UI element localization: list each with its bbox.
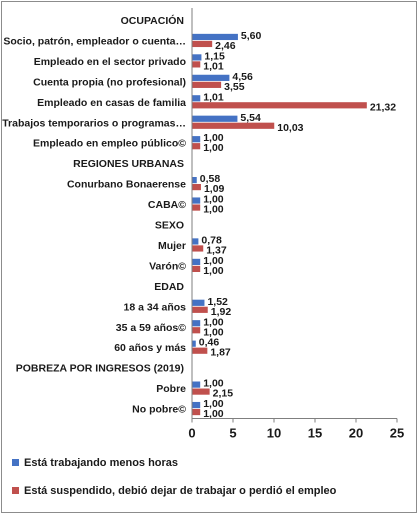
- data-label-series-1: 1,00: [203, 255, 224, 267]
- x-tick-label: 20: [349, 426, 363, 441]
- bar-series-1: [192, 299, 205, 306]
- bar-series-2: [192, 204, 201, 211]
- bar-series-1: [192, 320, 201, 327]
- category-label: 18 a 34 años: [124, 301, 187, 313]
- section-label: POBREZA POR INGRESOS (2019): [16, 363, 184, 375]
- category-label: Cuenta propia (no profesional): [33, 76, 186, 88]
- data-label-series-2: 21,32: [370, 101, 396, 113]
- category-label: Socio, patrón, empleador o cuenta…: [3, 35, 186, 47]
- data-label-series-2: 1,00: [203, 204, 224, 216]
- data-label-series-2: 1,01: [203, 60, 224, 72]
- x-tick-label: 25: [390, 426, 404, 441]
- bar-series-1: [192, 54, 202, 61]
- data-label-series-1: 5,54: [240, 112, 261, 124]
- category-label: CABA©: [148, 199, 186, 211]
- bar-series-1: [192, 381, 201, 388]
- data-label-series-1: 1,00: [203, 194, 224, 206]
- data-label-series-2: 1,00: [203, 326, 224, 338]
- section-label: SEXO: [155, 220, 184, 232]
- data-label-series-1: 0,46: [199, 337, 220, 349]
- x-tick-label: 0: [188, 426, 195, 441]
- data-label-series-2: 1,09: [204, 183, 225, 195]
- data-label-series-1: 1,00: [203, 378, 224, 390]
- bar-series-2: [192, 143, 201, 150]
- bar-series-2: [192, 81, 222, 88]
- bar-series-2: [192, 265, 201, 272]
- data-label-series-2: 1,00: [203, 408, 224, 420]
- bar-series-1: [192, 238, 199, 245]
- section-label: REGIONES URBANAS: [73, 158, 184, 170]
- bar-series-1: [192, 401, 201, 409]
- bar-series-2: [192, 40, 213, 48]
- bar-series-1: [192, 136, 201, 143]
- category-label: Empleado en casas de familia: [37, 97, 186, 109]
- bar-series-1: [192, 74, 230, 81]
- legend-label: Está trabajando menos horas: [24, 457, 178, 469]
- data-label-series-1: 0,78: [201, 234, 222, 246]
- bar-series-2: [192, 306, 208, 313]
- data-label-series-2: 1,37: [206, 244, 227, 256]
- data-label-series-1: 4,56: [232, 71, 253, 83]
- bar-series-1: [192, 197, 201, 204]
- bar-series-1: [192, 258, 201, 265]
- data-label-series-2: 2,46: [215, 40, 236, 52]
- data-label-series-1: 1,00: [203, 132, 224, 144]
- data-label-series-2: 1,00: [203, 142, 224, 154]
- x-tick-label: 10: [267, 426, 281, 441]
- data-label-series-2: 3,55: [224, 81, 245, 93]
- data-label-series-2: 2,15: [213, 388, 234, 400]
- data-label-series-2: 1,87: [210, 347, 231, 359]
- bar-series-1: [192, 33, 238, 41]
- bar-series-2: [192, 245, 204, 252]
- data-label-series-1: 1,00: [203, 398, 224, 410]
- bar-series-2: [192, 347, 208, 354]
- section-label: OCUPACIÓN: [121, 14, 184, 27]
- category-label: Pobre: [156, 383, 186, 395]
- bar-series-2: [192, 408, 201, 416]
- category-label: Conurbano Bonaerense: [67, 179, 186, 191]
- category-label: Empleado en el sector privado: [34, 56, 186, 68]
- category-label: Varón©: [149, 260, 186, 272]
- bar-series-1: [192, 177, 197, 184]
- bar-series-2: [192, 184, 201, 191]
- bar-series-2: [192, 102, 367, 109]
- data-label-series-1: 0,58: [200, 173, 221, 185]
- data-label-series-1: 1,52: [207, 296, 228, 308]
- x-tick-label: 5: [229, 426, 236, 441]
- category-label: Mujer: [158, 240, 186, 252]
- category-label: No pobre©: [132, 404, 186, 416]
- data-label-series-2: 1,00: [203, 265, 224, 277]
- category-label: 35 a 59 años©: [116, 322, 186, 334]
- bar-series-2: [192, 61, 201, 68]
- bar-series-2: [192, 388, 210, 395]
- legend-swatch: [12, 487, 19, 494]
- bar-series-2: [192, 327, 201, 334]
- bar-series-2: [192, 122, 275, 129]
- category-label: 60 años y más: [114, 342, 186, 354]
- legend-swatch: [12, 459, 19, 466]
- section-label: EDAD: [154, 281, 184, 293]
- data-label-series-2: 10,03: [277, 122, 303, 134]
- data-label-series-1: 1,01: [203, 91, 224, 103]
- data-label-series-1: 5,60: [241, 30, 262, 42]
- bar-series-1: [192, 95, 201, 102]
- data-label-series-1: 1,15: [204, 50, 225, 62]
- legend-label: Está suspendido, debió dejar de trabajar…: [24, 485, 337, 497]
- category-label: Empleado en empleo público©: [33, 138, 186, 150]
- x-tick-label: 15: [308, 426, 322, 441]
- bar-series-1: [192, 115, 238, 122]
- category-label: Trabajos temporarios o programas…: [2, 117, 186, 129]
- data-label-series-1: 1,00: [203, 316, 224, 328]
- bar-series-1: [192, 340, 196, 347]
- data-label-series-2: 1,92: [211, 306, 232, 318]
